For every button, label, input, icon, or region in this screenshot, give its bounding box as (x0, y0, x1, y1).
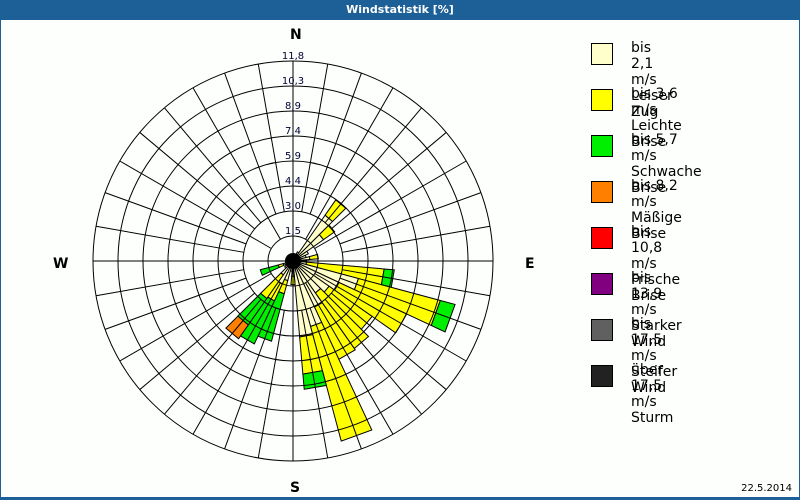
legend-range: bis 13,9 m/s (631, 270, 663, 318)
legend-range: bis 5,7 m/s (631, 132, 678, 164)
legend-swatch (591, 273, 613, 295)
legend-label: Steifer Wind (631, 364, 678, 396)
window-title: Windstatistik [%] (0, 0, 800, 20)
legend-swatch (591, 365, 613, 387)
compass-west: W (53, 256, 69, 272)
legend-label: Mäßige Brise (631, 210, 682, 242)
legend-label: Frische Brise (631, 272, 681, 304)
compass-south: S (290, 480, 301, 496)
svg-text:3,0: 3,0 (285, 201, 301, 212)
compass-east: E (525, 256, 535, 272)
wind-wedge (430, 299, 456, 333)
legend-swatch (591, 135, 613, 157)
svg-text:4,4: 4,4 (285, 176, 301, 187)
legend-range: bis 8,2 m/s (631, 178, 678, 210)
legend-swatch (591, 181, 613, 203)
polar-grid (92, 60, 494, 462)
svg-text:1,5: 1,5 (285, 226, 301, 237)
legend-range: bis 2,1 m/s (631, 40, 657, 88)
wind-rose-wedges (225, 199, 456, 442)
legend-range: bis 3,6 m/s (631, 86, 678, 118)
svg-text:7,4: 7,4 (285, 126, 301, 137)
wind-wedge (292, 214, 334, 262)
legend-range: über 17,5 m/s (631, 362, 664, 410)
compass-north: N (290, 27, 302, 43)
legend-label: Leichte Brise (631, 118, 682, 150)
legend-label: Sturm (631, 410, 674, 426)
legend-swatch (591, 227, 613, 249)
wind-wedge (302, 370, 327, 390)
window-bottom-border (0, 497, 800, 500)
svg-text:11,8: 11,8 (282, 51, 304, 62)
svg-text:8,9: 8,9 (285, 101, 301, 112)
svg-text:5,9: 5,9 (285, 151, 301, 162)
legend-label: Schwache Brise (631, 164, 702, 196)
legend-swatch (591, 89, 613, 111)
svg-text:10,3: 10,3 (282, 76, 304, 87)
legend-swatch (591, 319, 613, 341)
legend-range: bis 10,8 m/s (631, 224, 663, 272)
wind-rose-chart: 1,5 3,0 4,4 5,9 7,4 8,9 10,3 11,8 (92, 51, 494, 462)
legend-label: Leiser Zug (631, 88, 673, 120)
legend-label: Starker Wind (631, 318, 682, 350)
date-stamp: 22.5.2014 (741, 483, 792, 494)
legend-swatch (591, 43, 613, 65)
legend-range: bis 17,5 m/s (631, 316, 663, 364)
radial-tick-labels: 1,5 3,0 4,4 5,9 7,4 8,9 10,3 11,8 (282, 51, 304, 237)
